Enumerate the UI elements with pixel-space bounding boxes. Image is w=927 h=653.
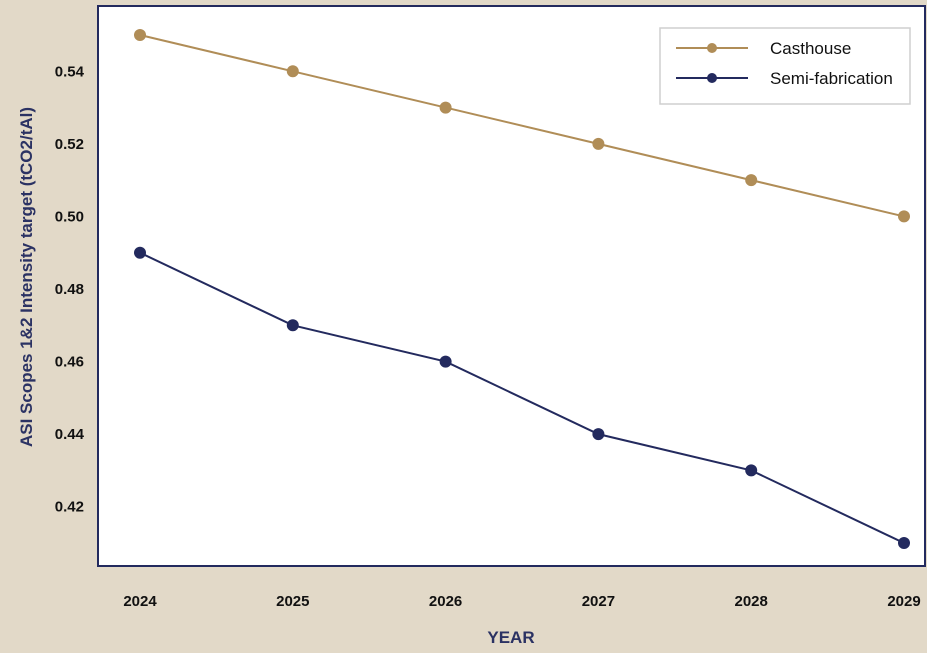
y-tick-label: 0.50 [55, 208, 84, 225]
y-axis-title: ASI Scopes 1&2 Intensity target (tCO2/tA… [17, 107, 36, 447]
data-point-casthouse [745, 174, 758, 187]
legend-label-semi-fabrication: Semi-fabrication [770, 69, 893, 88]
y-tick-label: 0.44 [55, 426, 85, 443]
x-tick-label: 2028 [735, 593, 768, 610]
x-tick-label: 2029 [887, 593, 920, 610]
x-tick-label: 2024 [123, 593, 157, 610]
y-tick-label: 0.52 [55, 136, 84, 153]
data-point-semi-fabrication [592, 428, 605, 441]
y-tick-label: 0.48 [55, 281, 84, 298]
legend-marker-casthouse [707, 43, 717, 53]
series-line-casthouse [139, 34, 905, 218]
x-axis-ticks: 2024 2025 2026 2027 2028 2029 [123, 593, 920, 610]
data-point-casthouse [134, 29, 146, 41]
y-tick-label: 0.42 [55, 499, 84, 516]
data-point-casthouse [439, 101, 452, 114]
data-point-semi-fabrication [898, 537, 910, 549]
y-tick-label: 0.46 [55, 354, 84, 371]
x-tick-label: 2027 [582, 593, 615, 610]
series-line-semi-fabrication [139, 251, 905, 544]
x-tick-label: 2026 [429, 593, 462, 610]
legend-box [659, 27, 911, 105]
x-tick-label: 2025 [276, 593, 309, 610]
legend: Casthouse Semi-fabrication [659, 27, 911, 105]
series-layer [134, 29, 910, 549]
y-tick-label: 0.54 [55, 63, 85, 80]
data-point-semi-fabrication [286, 319, 299, 332]
data-point-semi-fabrication [134, 246, 146, 259]
y-axis-ticks: 0.42 0.44 0.46 0.48 0.50 0.52 0.54 [55, 63, 85, 515]
legend-label-casthouse: Casthouse [770, 39, 851, 58]
x-axis-title: YEAR [487, 628, 534, 647]
data-point-casthouse [592, 137, 605, 150]
data-point-casthouse [286, 65, 299, 78]
data-point-casthouse [898, 210, 910, 223]
data-point-semi-fabrication [439, 355, 452, 368]
legend-marker-semi-fabrication [707, 73, 717, 83]
data-point-semi-fabrication [745, 464, 758, 477]
